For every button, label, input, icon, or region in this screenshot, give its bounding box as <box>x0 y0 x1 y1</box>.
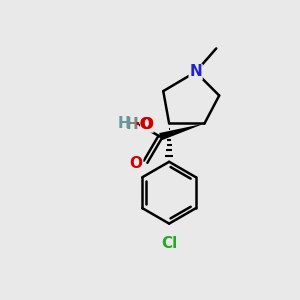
Text: H: H <box>117 116 130 131</box>
Text: N: N <box>189 64 202 80</box>
Text: O: O <box>140 118 153 133</box>
Text: H: H <box>125 118 138 133</box>
Text: Cl: Cl <box>161 236 177 251</box>
Polygon shape <box>159 124 205 140</box>
Text: O: O <box>130 156 142 171</box>
Text: ·O: ·O <box>134 117 153 132</box>
